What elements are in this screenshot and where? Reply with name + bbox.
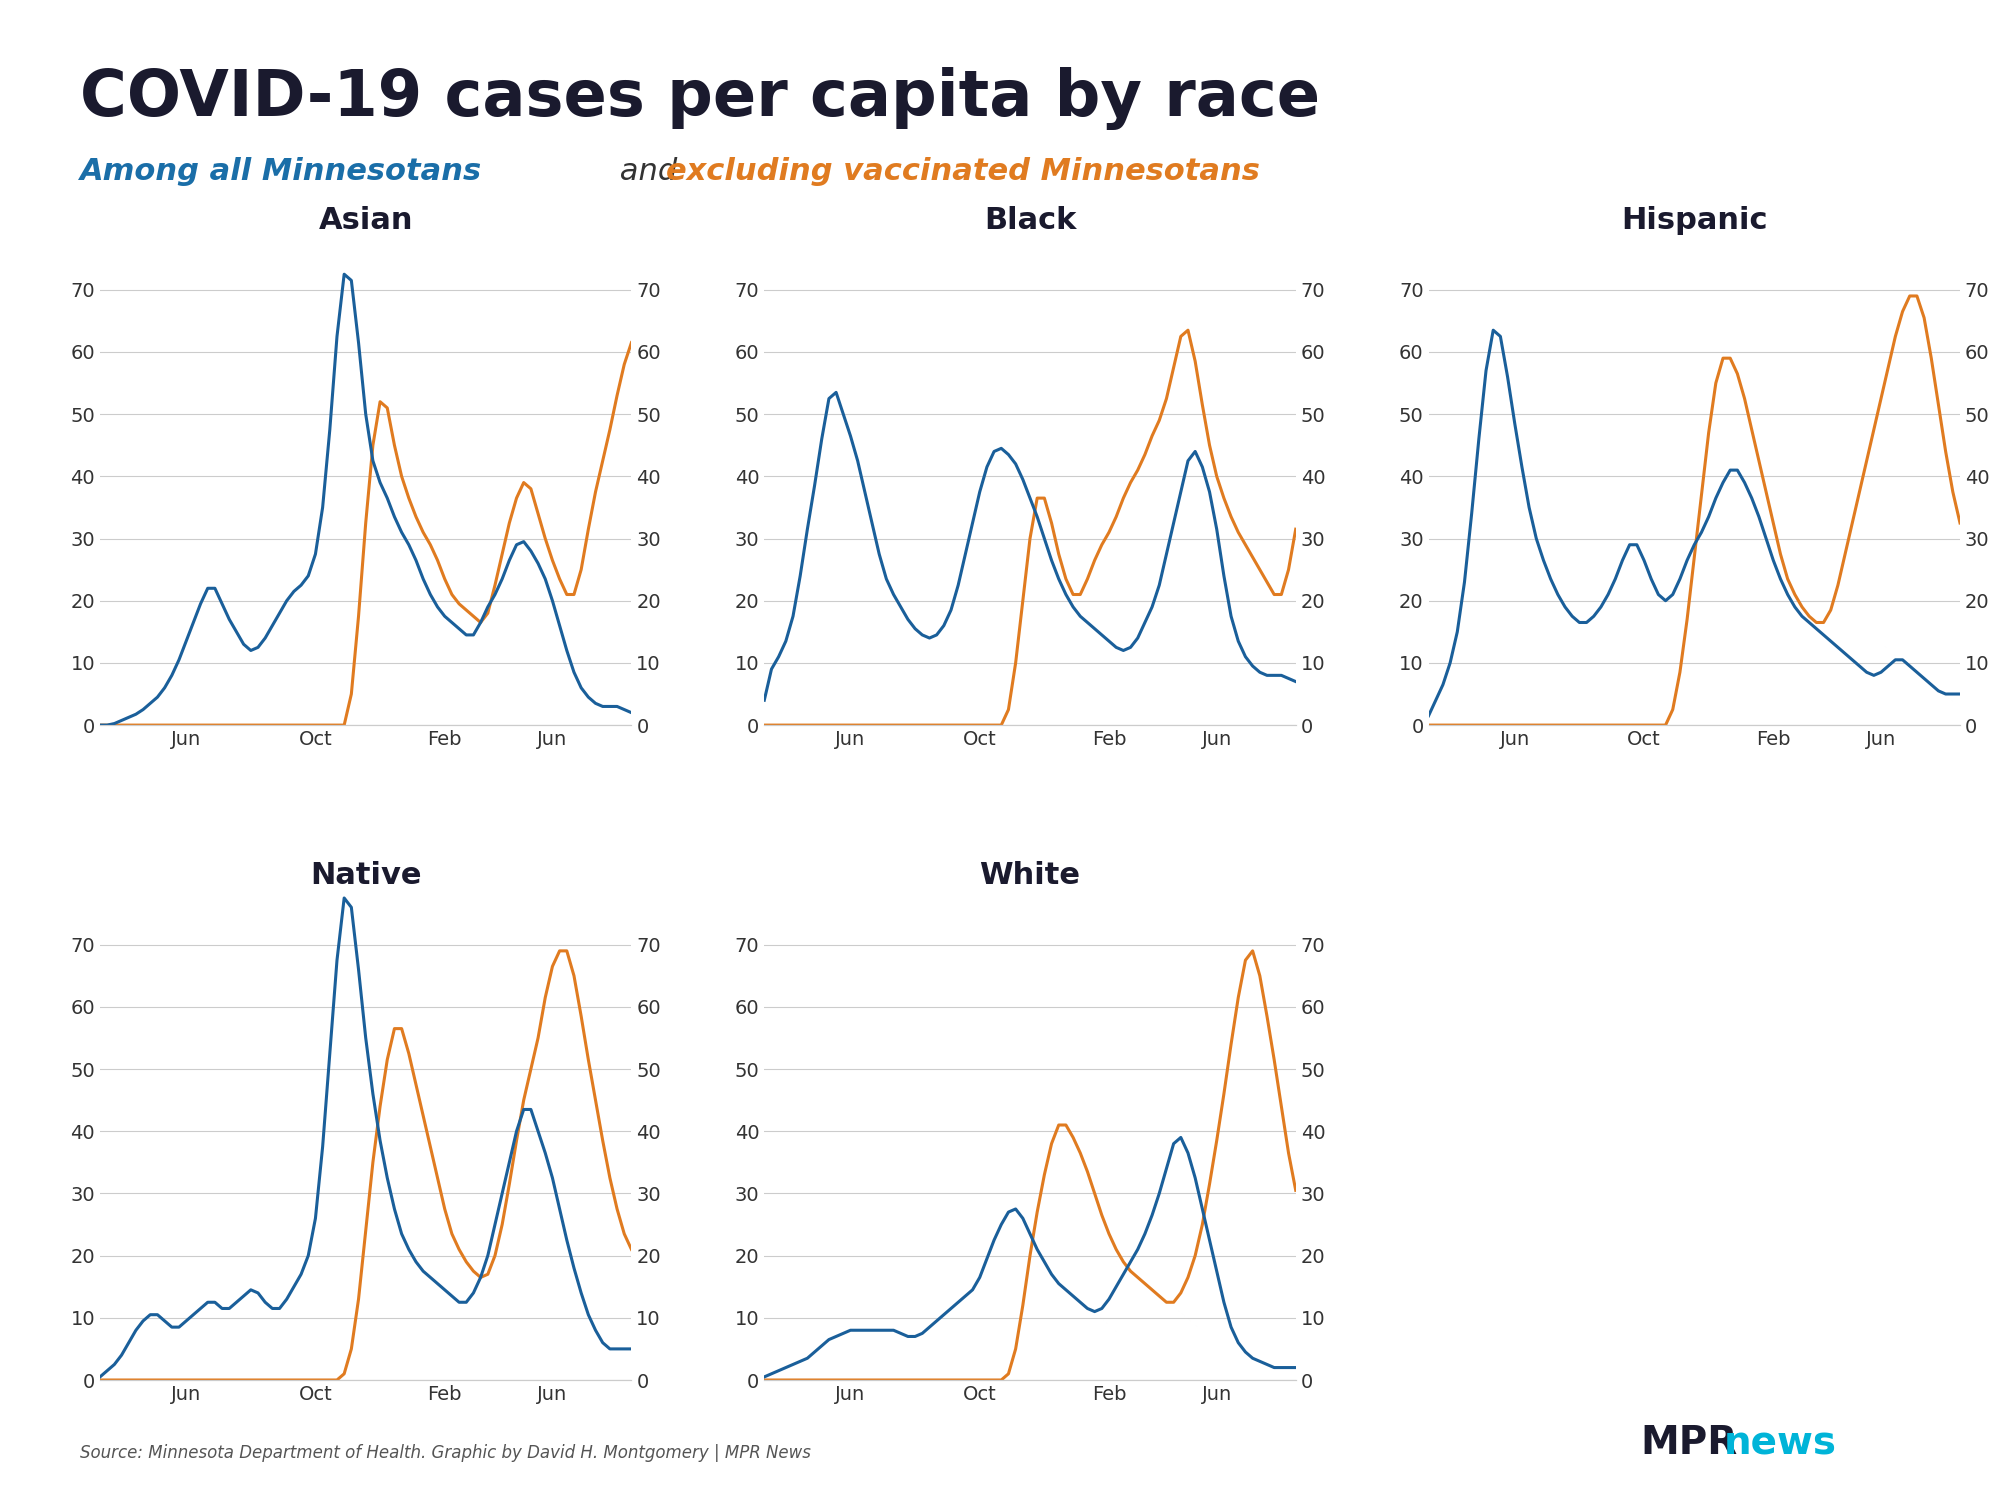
- Text: MPR: MPR: [1640, 1425, 1738, 1462]
- Title: Native: Native: [310, 861, 422, 889]
- Text: Source: Minnesota Department of Health. Graphic by David H. Montgomery | MPR New: Source: Minnesota Department of Health. …: [80, 1444, 810, 1462]
- Text: excluding vaccinated Minnesotans: excluding vaccinated Minnesotans: [666, 158, 1260, 186]
- Title: Asian: Asian: [318, 206, 412, 236]
- Title: Hispanic: Hispanic: [1622, 206, 1768, 236]
- Text: and: and: [610, 158, 688, 186]
- Text: COVID-19 cases per capita by race: COVID-19 cases per capita by race: [80, 68, 1320, 130]
- Text: news: news: [1724, 1425, 1836, 1462]
- Text: Among all Minnesotans: Among all Minnesotans: [80, 158, 482, 186]
- Title: Black: Black: [984, 206, 1076, 236]
- Title: White: White: [980, 861, 1080, 889]
